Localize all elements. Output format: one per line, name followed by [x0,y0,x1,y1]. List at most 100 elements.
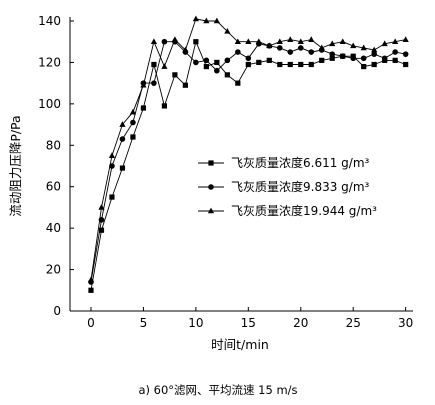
series-3-point [140,81,147,88]
series-1-point [151,61,157,68]
series-1-point [193,39,199,45]
series-3-point [297,38,304,45]
series-3-point [350,42,357,49]
series-1-point [298,61,304,68]
series-1-point [245,61,251,68]
series-2-point [402,51,409,57]
y-tick-label: 80 [46,138,61,152]
x-tick-label: 15 [241,316,256,330]
series-1-point [403,61,409,68]
series-3-point [108,152,116,158]
series-3-point [266,42,273,49]
series-3-point [360,44,367,51]
series-3-point [129,108,137,115]
series-3-point [98,204,105,210]
series-1-point [319,57,325,63]
series-1-point [371,61,377,68]
x-tick-label: 25 [346,316,361,330]
series-2-point [151,80,157,86]
y-tick-label: 120 [38,55,61,69]
series-2-point [360,55,367,62]
series-3-point [203,17,210,24]
legend-marker-series-2 [208,184,214,190]
series-2-point [350,55,357,62]
series-2-point [287,49,294,55]
series-1-point [277,61,283,68]
series-3-point [245,38,252,45]
series-3-point [182,46,189,53]
series-1-point [140,105,147,111]
series-3-point [161,63,168,69]
series-3-point [224,27,231,34]
series-2-point [214,67,220,74]
series-2-point [392,49,398,55]
y-tick-label: 100 [38,97,61,111]
series-3-point [234,38,241,45]
series-1-point [109,194,115,200]
x-tick-label: 5 [140,316,148,330]
series-3-point [371,46,378,53]
series-2-point [161,38,168,45]
series-3-point [287,36,294,42]
series-1-point [266,57,272,63]
series-1-point [235,80,241,86]
series-3-point [308,36,315,42]
x-tick-label: 20 [293,316,308,330]
series-3 [87,15,409,283]
series-2-point [329,51,336,57]
series-2-point [245,55,252,62]
y-tick-label: 20 [46,263,61,277]
series-1-point [88,287,94,293]
series-3-point [276,38,283,45]
y-tick-label: 60 [46,180,61,194]
series-1-point [98,227,105,233]
series-1-point [182,82,188,88]
series-3-point [381,40,388,47]
y-tick-label: 40 [46,221,61,235]
series-1-point [161,103,168,109]
y-axis-label: 流动阻力压降P/Pa [8,115,23,216]
figure-caption: a) 60°滤网、平均流速 15 m/s [138,383,297,397]
series-1-point [308,61,314,68]
series-1-point [172,72,178,78]
series-1-point [130,134,136,140]
legend-marker-series-3 [207,207,215,214]
series-3-point [392,38,399,45]
series-3-point [255,38,262,45]
series-1-point [361,63,367,70]
series-2-point [235,49,241,55]
series-1-point [119,165,126,171]
series-3-point [213,17,220,24]
series-2-point [119,136,126,142]
series-1-point [392,57,398,63]
series-2-point [130,119,136,126]
x-tick-label: 30 [398,316,413,330]
series-3-point [329,40,336,47]
series-3-point [87,276,95,283]
series-2-point [308,49,315,55]
axes: 0 20 40 60 80 100 120 140 0 5 10 15 20 25 30 [38,14,413,330]
legend-label-series-1: 飞灰质量浓度6.611 g/m³ [231,155,370,170]
series-2-point [224,57,231,64]
legend-label-series-3: 飞灰质量浓度19.944 g/m³ [231,203,377,218]
y-tick-label: 0 [53,304,61,318]
series-2-point [381,55,388,62]
series-2-point [203,57,210,64]
y-tick-label: 140 [38,14,61,28]
series-3-point [192,15,199,22]
series-2-point [339,53,346,60]
x-tick-label: 0 [87,316,95,330]
series-1-point [287,61,293,68]
series-1-point [224,72,230,78]
series-2-point [276,45,283,51]
series-2-point [193,59,199,66]
x-tick-label: 10 [188,316,203,330]
series-2-point [371,51,377,57]
series-3-point [150,38,158,45]
series-1-point [256,59,262,66]
series-3-point [171,36,178,42]
series-3-point [119,121,126,127]
legend-marker-series-1 [208,160,214,166]
series-1-point [329,55,335,61]
legend: 飞灰质量浓度6.611 g/m³ 飞灰质量浓度9.833 g/m³ 飞灰质量浓度… [198,155,377,218]
